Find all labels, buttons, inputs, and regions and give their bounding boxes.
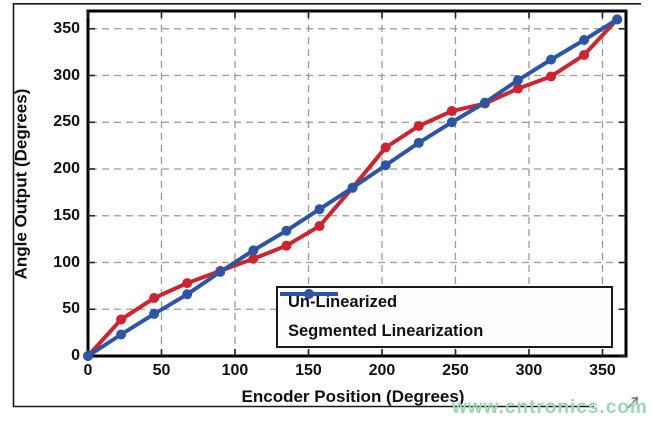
legend: Un-Linearized Segmented Linearization	[276, 286, 613, 348]
legend-line-sample-blue	[280, 289, 338, 299]
y-tick-label: 350	[53, 19, 80, 37]
watermark: www.cntronics.com	[452, 397, 648, 418]
data-point-segmented-linearization	[182, 289, 193, 300]
x-tick-label: 0	[83, 362, 93, 379]
legend-label: Segmented Linearization	[288, 322, 484, 340]
y-tick-label: 0	[71, 347, 80, 364]
data-point-un-linearized	[446, 106, 457, 117]
y-tick-label: 100	[53, 253, 80, 271]
data-point-segmented-linearization	[612, 14, 623, 25]
y-tick-label: 250	[53, 113, 80, 131]
data-point-segmented-linearization	[579, 34, 590, 45]
x-tick-label: 100	[221, 362, 249, 379]
legend-item-segmented-linearization: Segmented Linearization	[280, 289, 611, 345]
data-point-un-linearized	[116, 314, 127, 325]
x-tick-label: 50	[152, 362, 171, 379]
data-point-segmented-linearization	[347, 182, 358, 193]
data-point-segmented-linearization	[413, 137, 424, 148]
data-point-segmented-linearization	[281, 225, 292, 236]
data-point-un-linearized	[380, 142, 391, 153]
y-axis-title: Angle Output (Degrees)	[11, 88, 31, 280]
data-point-un-linearized	[281, 240, 292, 251]
data-point-segmented-linearization	[248, 245, 259, 256]
figure-border	[12, 2, 641, 408]
y-tick-label: 300	[53, 66, 80, 84]
data-point-segmented-linearization	[116, 329, 127, 340]
x-tick-label: 150	[295, 362, 322, 379]
data-point-segmented-linearization	[479, 97, 490, 108]
data-point-un-linearized	[248, 253, 259, 264]
x-axis-title: Encoder Position (Degrees)	[241, 387, 465, 406]
data-point-segmented-linearization	[149, 308, 160, 319]
series-group	[83, 14, 623, 361]
data-point-un-linearized	[512, 83, 523, 94]
data-point-un-linearized	[546, 71, 557, 82]
mouse-cursor	[626, 396, 639, 410]
x-tick-label: 200	[368, 362, 396, 379]
x-tick-label: 350	[589, 362, 616, 379]
data-point-segmented-linearization	[215, 266, 226, 277]
legend-label: Un-Linearized	[288, 293, 398, 311]
x-tick-label: 300	[515, 362, 543, 379]
data-point-segmented-linearization	[314, 204, 325, 215]
y-tick-label: 200	[53, 160, 80, 177]
data-point-segmented-linearization	[83, 351, 93, 361]
data-point-segmented-linearization	[380, 160, 391, 171]
data-point-un-linearized	[314, 221, 325, 232]
x-tick-label: 250	[442, 362, 469, 379]
tick-marks	[87, 11, 626, 357]
data-point-segmented-linearization	[446, 117, 457, 128]
data-point-un-linearized	[149, 293, 160, 304]
data-point-un-linearized	[579, 49, 590, 60]
data-point-segmented-linearization	[512, 75, 523, 86]
data-point-un-linearized	[413, 121, 424, 131]
data-point-segmented-linearization	[546, 54, 557, 65]
data-point-un-linearized	[182, 278, 193, 289]
y-tick-label: 50	[62, 300, 80, 318]
y-tick-label: 150	[53, 206, 80, 224]
